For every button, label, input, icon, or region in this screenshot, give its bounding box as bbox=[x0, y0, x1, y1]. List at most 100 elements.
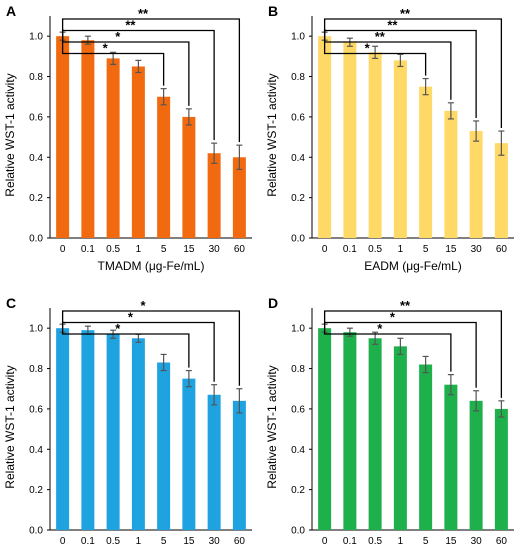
significance-bracket bbox=[61, 29, 215, 141]
x-tick-label: 0.1 bbox=[81, 244, 95, 255]
panel-label: A bbox=[6, 3, 16, 19]
y-tick-label: 0.4 bbox=[291, 445, 305, 456]
y-tick-label: 0.6 bbox=[29, 404, 43, 415]
bar bbox=[469, 400, 483, 530]
significance-label: * bbox=[115, 29, 121, 44]
significance-label: ** bbox=[138, 6, 149, 21]
x-tick-label: 60 bbox=[234, 244, 246, 255]
y-tick-label: 0.6 bbox=[291, 112, 305, 123]
y-axis-title: Relative WST-1 activity bbox=[3, 73, 17, 196]
chart-panel-b: B Relative WST-1 activity 0.0 0.2 0.4 0.6 0.8 1… bbox=[265, 3, 514, 273]
y-tick-label: 0.0 bbox=[291, 526, 305, 537]
x-tick-label: 1 bbox=[398, 244, 404, 255]
significance-bracket bbox=[323, 310, 503, 398]
y-tick-label: 0.6 bbox=[29, 112, 43, 123]
x-tick-label: 30 bbox=[471, 536, 483, 547]
bar bbox=[207, 394, 221, 530]
significance-bracket bbox=[323, 29, 452, 100]
significance-label: ** bbox=[387, 18, 398, 33]
x-tick-label: 5 bbox=[423, 536, 429, 547]
bar bbox=[318, 328, 332, 530]
bar bbox=[207, 153, 221, 238]
y-tick-label: 0.2 bbox=[291, 193, 305, 204]
x-tick-label: 0.1 bbox=[343, 244, 357, 255]
bar bbox=[157, 96, 171, 239]
bar bbox=[81, 330, 95, 530]
bar bbox=[343, 42, 357, 239]
bar bbox=[444, 110, 458, 238]
panel-label: D bbox=[268, 295, 278, 311]
y-tick-label: 0.2 bbox=[291, 485, 305, 496]
y-tick-label: 1.0 bbox=[29, 324, 43, 335]
bar bbox=[182, 116, 196, 238]
x-tick-label: 0 bbox=[322, 244, 328, 255]
bar bbox=[494, 408, 508, 530]
x-tick-label: 0 bbox=[60, 536, 66, 547]
panel-label: B bbox=[268, 3, 278, 19]
bar bbox=[368, 338, 382, 530]
significance-label: ** bbox=[400, 6, 411, 21]
bar bbox=[106, 58, 120, 238]
bar bbox=[419, 364, 433, 530]
x-tick-label: 0.5 bbox=[106, 244, 120, 255]
x-tick-label: 0.5 bbox=[106, 536, 120, 547]
bar bbox=[81, 40, 95, 238]
x-tick-label: 5 bbox=[423, 244, 429, 255]
bar bbox=[157, 362, 171, 530]
significance-label: * bbox=[140, 298, 146, 313]
significance-bracket bbox=[61, 321, 215, 382]
significance-bracket bbox=[323, 18, 503, 129]
x-tick-label: 60 bbox=[496, 244, 508, 255]
significance-label: * bbox=[377, 321, 383, 336]
x-tick-label: 30 bbox=[209, 244, 221, 255]
bar bbox=[393, 346, 407, 530]
significance-label: ** bbox=[125, 18, 136, 33]
y-tick-label: 0.4 bbox=[29, 445, 43, 456]
x-tick-label: 60 bbox=[234, 536, 246, 547]
x-tick-label: 15 bbox=[445, 536, 457, 547]
x-tick-label: 1 bbox=[136, 536, 142, 547]
bar bbox=[343, 332, 357, 530]
significance-bracket bbox=[323, 321, 477, 388]
x-tick-label: 0 bbox=[60, 244, 66, 255]
bar bbox=[419, 86, 433, 239]
y-axis-title: Relative WST-1 activity bbox=[265, 73, 279, 196]
chart-panel-a: A Relative WST-1 activity 0.0 0.2 0.4 0.6 0.8 1… bbox=[3, 3, 252, 273]
x-axis-title: TMADM (μg-Fe/mL) bbox=[98, 259, 205, 273]
bar bbox=[131, 338, 145, 530]
y-tick-label: 0.0 bbox=[29, 234, 43, 245]
x-tick-label: 0.5 bbox=[368, 244, 382, 255]
significance-bracket bbox=[61, 18, 241, 143]
significance-label: * bbox=[365, 41, 371, 56]
x-tick-label: 0 bbox=[322, 536, 328, 547]
y-tick-label: 0.8 bbox=[291, 72, 305, 83]
y-tick-label: 0.2 bbox=[29, 485, 43, 496]
x-tick-label: 0.1 bbox=[343, 536, 357, 547]
x-tick-label: 1 bbox=[398, 536, 404, 547]
bar bbox=[232, 400, 246, 530]
bar bbox=[56, 328, 70, 530]
bar bbox=[318, 36, 332, 238]
x-axis-title: EADM (μg-Fe/mL) bbox=[364, 259, 462, 273]
x-tick-label: 30 bbox=[471, 244, 483, 255]
bar bbox=[131, 66, 145, 238]
y-tick-label: 1.0 bbox=[291, 32, 305, 43]
x-tick-label: 5 bbox=[161, 536, 167, 547]
significance-bracket bbox=[61, 310, 241, 386]
x-tick-label: 30 bbox=[209, 536, 221, 547]
x-tick-label: 15 bbox=[445, 244, 457, 255]
y-axis-title: Relative WST-1 activity bbox=[265, 365, 279, 488]
bar bbox=[494, 143, 508, 238]
y-tick-label: 0.0 bbox=[291, 234, 305, 245]
y-tick-label: 0.2 bbox=[29, 193, 43, 204]
x-tick-label: 0.1 bbox=[81, 536, 95, 547]
panel-label: C bbox=[6, 295, 16, 311]
x-tick-label: 0.5 bbox=[368, 536, 382, 547]
significance-bracket bbox=[323, 321, 452, 372]
significance-label: * bbox=[103, 41, 109, 56]
y-tick-label: 0.0 bbox=[29, 526, 43, 537]
significance-bracket bbox=[61, 29, 190, 106]
significance-label: * bbox=[115, 321, 121, 336]
bar bbox=[368, 52, 382, 239]
